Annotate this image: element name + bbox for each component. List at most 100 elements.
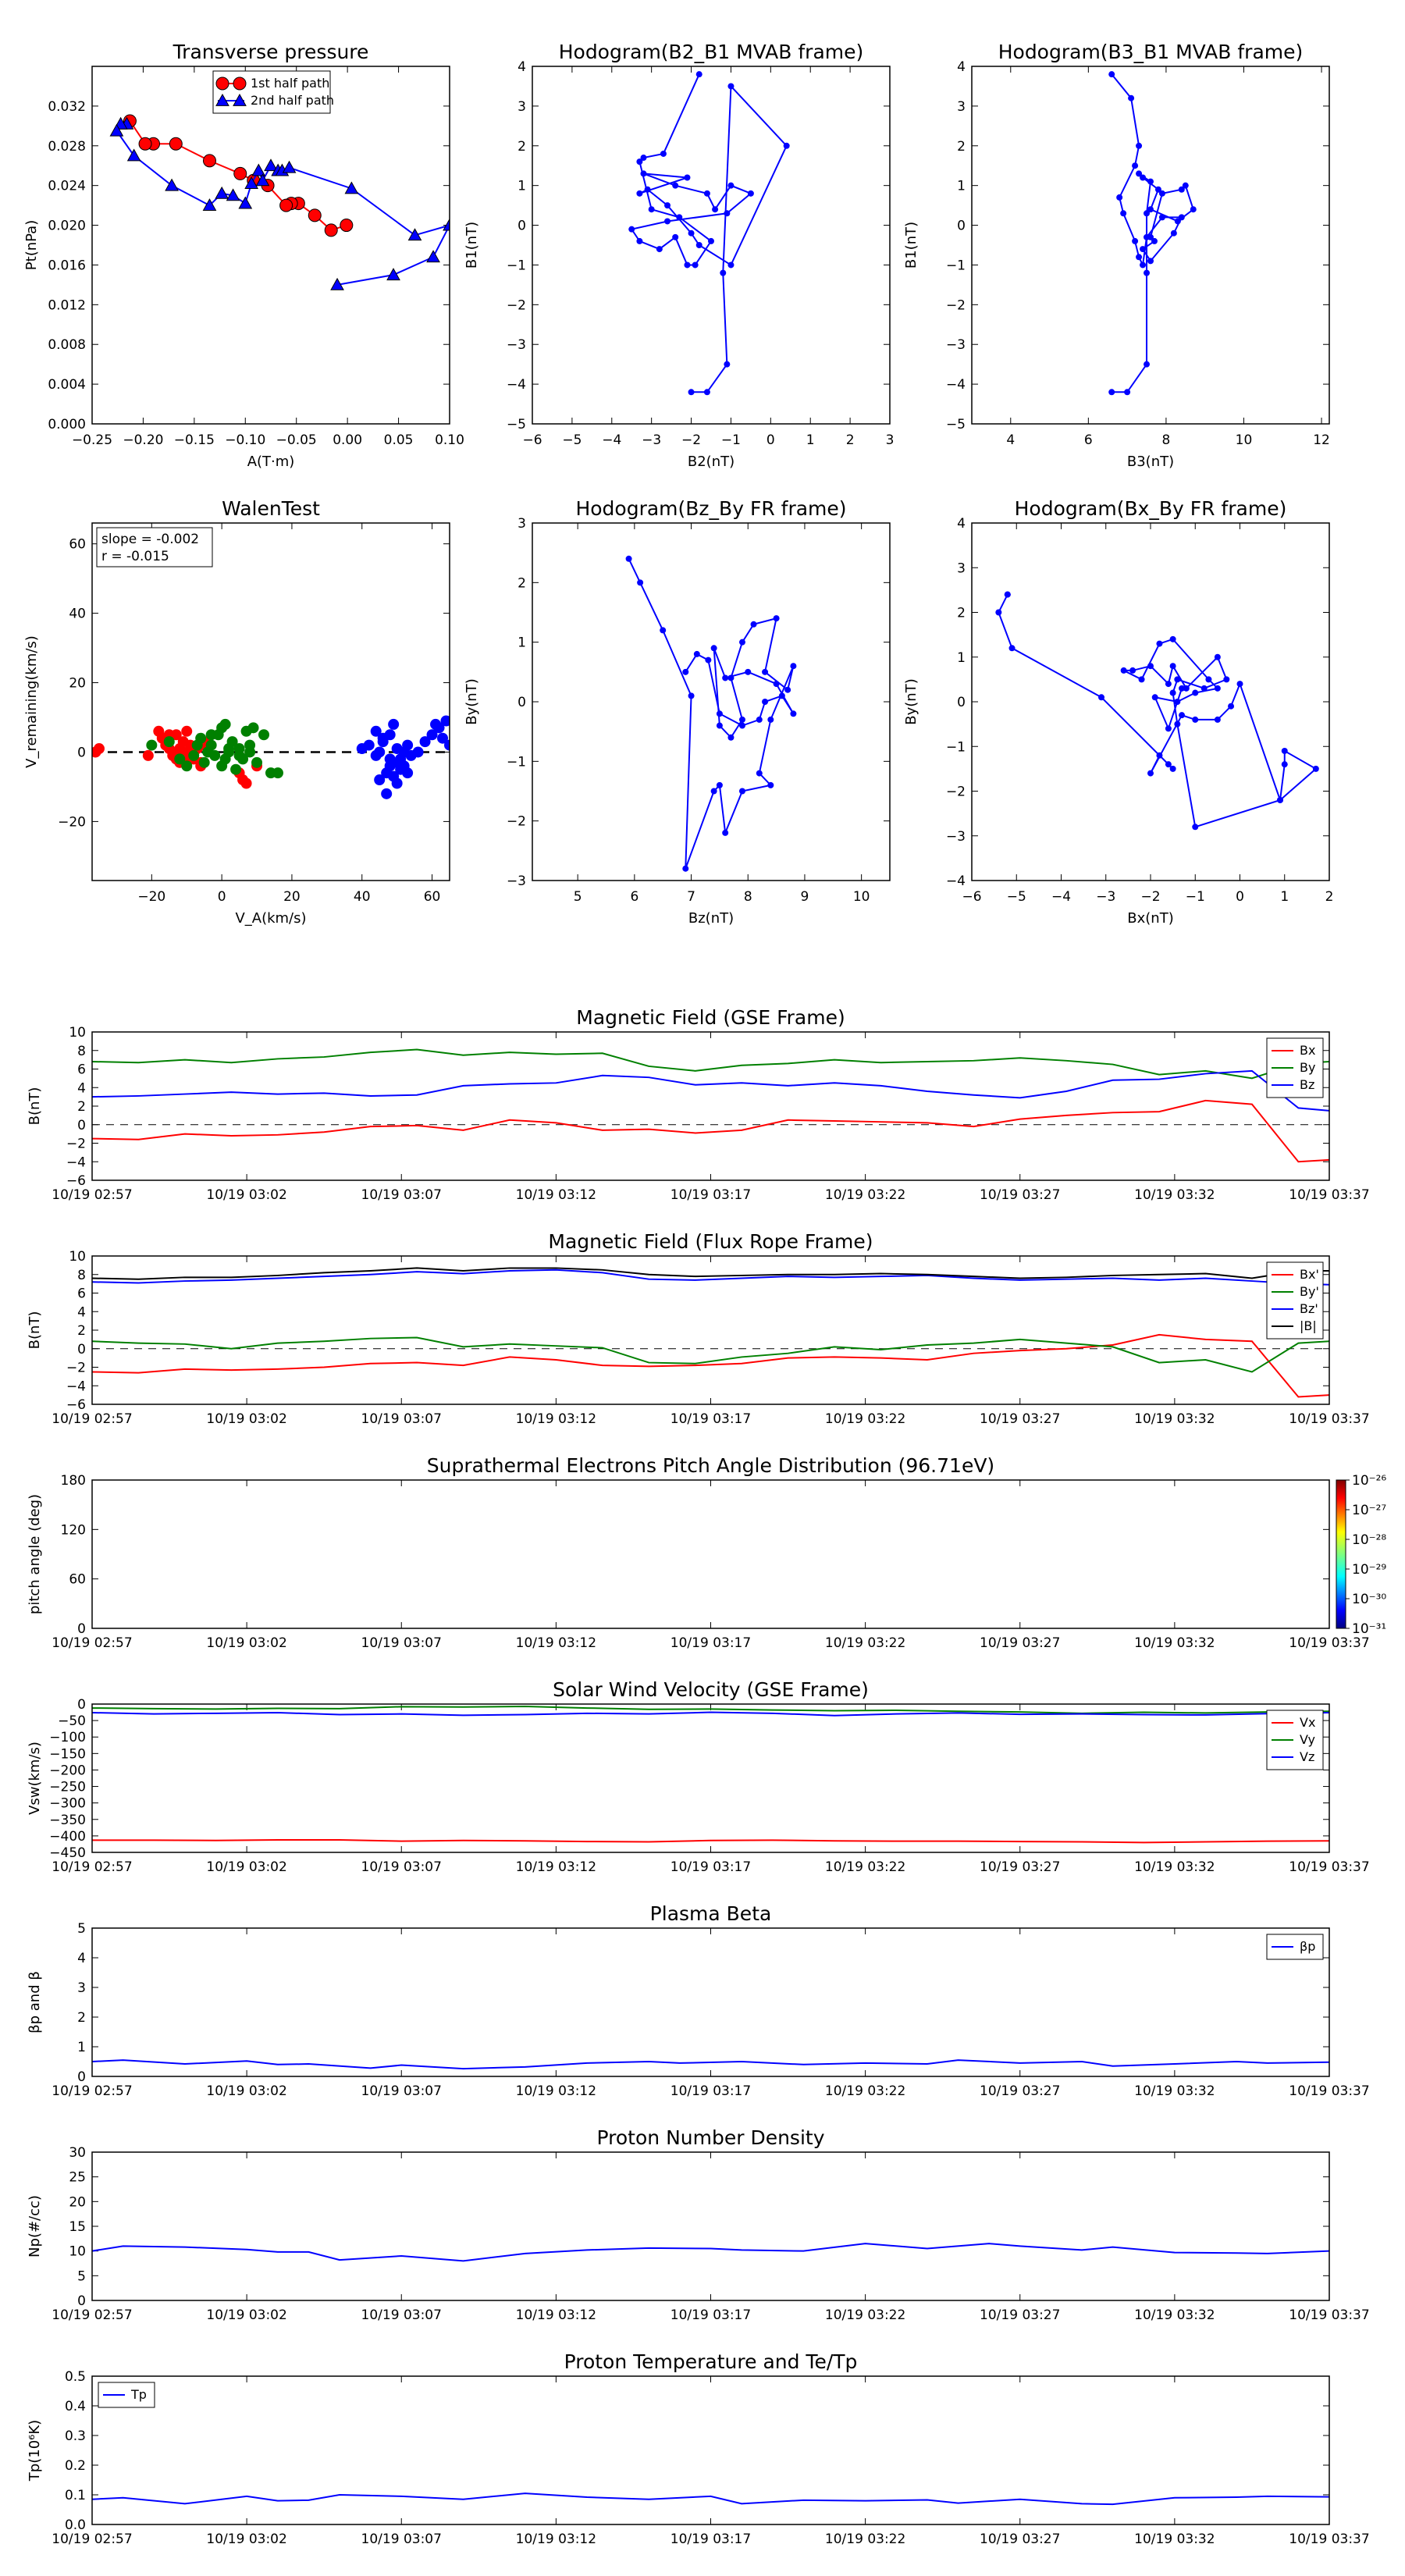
x-tick-label: −0.10 — [225, 432, 265, 448]
y-tick-label: 4 — [77, 1080, 86, 1096]
pitch-angle-panel: 10/19 02:57 10/19 03:02 10/19 03:07 10/19 0… — [27, 1454, 1386, 1651]
data-point — [165, 178, 179, 191]
data-layer — [92, 1048, 1329, 1163]
y-tick-label: 60 — [69, 1572, 86, 1588]
y-tick-label: 180 — [61, 1473, 86, 1489]
data-point — [1132, 237, 1139, 244]
data-point — [703, 389, 710, 396]
data-point — [142, 749, 154, 761]
data-point — [738, 639, 745, 646]
data-point — [724, 210, 731, 217]
solar-wind-velocity-frame — [91, 1703, 1330, 1853]
data-point — [1004, 591, 1011, 598]
data-point — [233, 749, 245, 761]
data-point — [1281, 747, 1288, 754]
proton-temperature-frame — [91, 2375, 1330, 2525]
x-tick-label: 10/19 03:27 — [980, 1411, 1060, 1427]
data-point — [1108, 71, 1115, 78]
data-point — [377, 736, 389, 748]
data-point — [637, 579, 644, 586]
x-tick-label: 10/19 02:57 — [52, 1411, 132, 1427]
chart-title: Solar Wind Velocity (GSE Frame) — [553, 1678, 869, 1701]
data-point — [695, 71, 702, 78]
y-tick-label: 10 — [69, 2244, 86, 2260]
data-point — [684, 174, 691, 181]
pitch-angle-frame — [91, 1479, 1330, 1629]
data-point — [1120, 667, 1127, 674]
data-point — [767, 716, 774, 723]
data-point — [440, 715, 450, 727]
legend-label: Vx — [1300, 1715, 1315, 1730]
chart-title: WalenTest — [222, 497, 320, 520]
data-point — [1151, 694, 1158, 701]
x-tick-label: 8 — [744, 889, 752, 905]
x-tick-label: 0.10 — [435, 432, 464, 448]
colorbar-label: 10⁻²⁷ — [1352, 1503, 1386, 1518]
data-point — [202, 154, 216, 168]
x-tick-label: 10 — [1236, 432, 1253, 448]
data-point — [126, 148, 141, 162]
chart-title: Suprathermal Electrons Pitch Angle Distr… — [427, 1454, 994, 1477]
y-tick-label: 0 — [77, 745, 86, 760]
data-point — [202, 198, 217, 212]
series-line — [92, 1333, 1329, 1398]
data-point — [1147, 258, 1154, 265]
y-tick-label: 4 — [957, 59, 966, 75]
data-point — [247, 722, 259, 734]
data-point — [202, 746, 214, 758]
x-tick-label: 10/19 03:32 — [1134, 1859, 1215, 1875]
x-tick-label: 10/19 03:07 — [361, 1859, 442, 1875]
data-point — [1179, 712, 1186, 719]
x-tick-label: 10/19 03:17 — [670, 2083, 751, 2099]
legend-label: Bx' — [1300, 1267, 1319, 1282]
legend-label: 2nd half path — [251, 93, 334, 108]
x-tick-label: 2 — [846, 432, 855, 448]
data-point — [205, 729, 217, 741]
x-tick-label: −2 — [1140, 889, 1160, 905]
data-point — [324, 223, 338, 237]
x-tick-label: 10/19 03:12 — [516, 1411, 596, 1427]
data-point — [188, 749, 200, 761]
data-point — [216, 760, 228, 772]
x-tick-label: 10/19 03:37 — [1289, 2083, 1369, 2099]
data-point — [1124, 389, 1131, 396]
y-tick-label: 0 — [518, 695, 526, 710]
data-point — [1144, 233, 1151, 240]
data-point — [1174, 218, 1181, 225]
x-tick-label: 10/19 03:32 — [1134, 1187, 1215, 1203]
data-point — [443, 218, 450, 231]
data-point — [1312, 765, 1319, 772]
data-point — [1170, 229, 1177, 237]
data-point — [412, 746, 424, 758]
data-point — [240, 777, 252, 789]
y-axis-label: B(nT) — [27, 1311, 43, 1350]
y-tick-label: −2 — [946, 785, 966, 800]
data-layer — [92, 1267, 1329, 1398]
x-tick-label: 6 — [1084, 432, 1093, 448]
legend-label: Tp — [130, 2387, 147, 2402]
data-point — [381, 788, 393, 799]
y-tick-label: 3 — [518, 516, 526, 532]
x-tick-label: −0.05 — [276, 432, 317, 448]
data-point — [1158, 214, 1165, 221]
data-point — [644, 186, 651, 193]
series-line — [92, 1711, 1329, 1717]
x-tick-label: −4 — [602, 432, 621, 448]
x-tick-label: 10/19 03:27 — [980, 1187, 1060, 1203]
data-point — [762, 699, 769, 705]
y-tick-label: −1 — [946, 739, 966, 755]
data-point — [1200, 685, 1208, 692]
series-line — [92, 1705, 1329, 1714]
y-tick-label: 40 — [69, 607, 86, 622]
hodogram-b2-b1-panel: −6 −5 −4 −3 −2 −1 0 1 2 3−5−4−3−2−101234Hodogram(… — [464, 41, 894, 470]
annotation-text: slope = -0.002 — [101, 532, 199, 547]
data-point — [170, 729, 182, 741]
data-point — [1179, 685, 1186, 692]
data-point — [1147, 206, 1154, 213]
data-point — [672, 233, 679, 240]
x-tick-label: 10/19 03:27 — [980, 2307, 1060, 2323]
y-tick-label: 0 — [957, 219, 966, 234]
y-axis-label: V_remaining(km/s) — [23, 635, 40, 768]
data-layer — [109, 114, 450, 290]
